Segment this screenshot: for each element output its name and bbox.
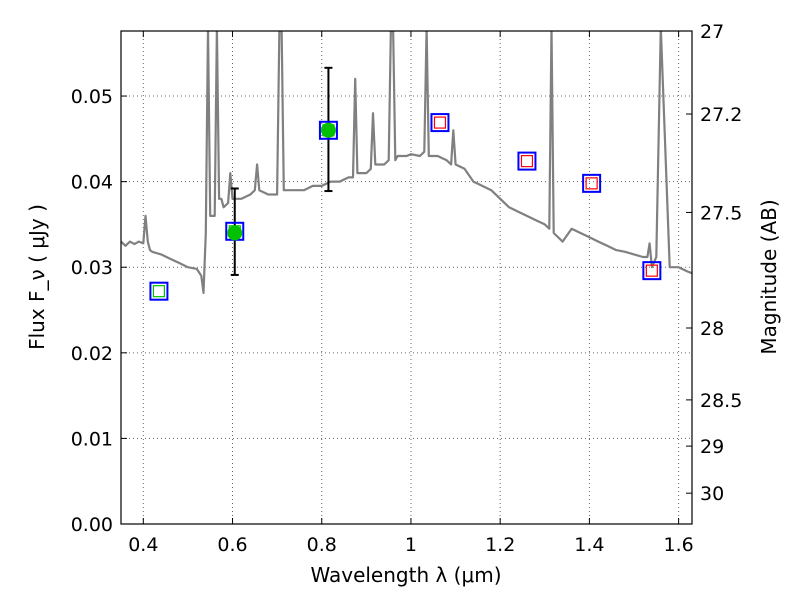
y-tick-label: 0.04 [71,172,113,194]
model-flux-box [517,151,537,171]
right-tick-label: 27 [700,21,724,43]
y-tick-label: 0.05 [71,86,113,108]
y-axis-label: Flux F_ν ( μJy ) [25,204,49,350]
band-flux-box [585,177,598,190]
observed-flux-point [227,225,243,241]
y-tick-label: 0.01 [71,428,113,450]
model-flux-box [642,261,662,281]
x-tick-label: 1.4 [574,534,604,556]
x-tick-label: 1.2 [485,534,515,556]
y-tick-label: 0.00 [71,514,113,536]
right-tick-label: 27.2 [700,104,742,126]
model-sed-line [121,31,692,294]
model-sed-layer [121,31,692,294]
right-axis-label: Magnitude (AB) [757,199,781,354]
observed-flux-point [320,122,336,138]
plot-frame [120,30,693,525]
x-tick-label: 0.4 [128,534,158,556]
model-flux-box [430,113,450,133]
y-tick-label: 0.03 [71,257,113,279]
right-tick-label: 28 [700,318,724,340]
x-tick-label: 0.6 [217,534,247,556]
right-tick-label: 29 [700,436,724,458]
band-flux-box [433,116,447,129]
right-tick-label: 30 [700,483,724,505]
model-flux-box [318,120,338,140]
band-flux-box [152,285,166,298]
band-flux-box [520,154,534,168]
photometry-layer [149,66,662,301]
axis-ticks: 0.4 0.6 0.8 1 1.2 1.4 1.6 0.00 0.01 0.02 0.03 0.04 0… [71,21,743,556]
x-tick-label: 0.8 [307,534,337,556]
right-tick-label: 28.5 [700,390,742,412]
y-tick-label: 0.02 [71,343,113,365]
x-axis-label: Wavelength λ (μm) [310,563,501,587]
model-flux-box [149,281,169,301]
x-tick-label: 1.6 [664,534,694,556]
x-tick-label: 1 [405,534,417,556]
right-tick-label: 27.5 [700,202,742,224]
band-flux-box [645,264,658,277]
model-flux-box [582,173,602,193]
